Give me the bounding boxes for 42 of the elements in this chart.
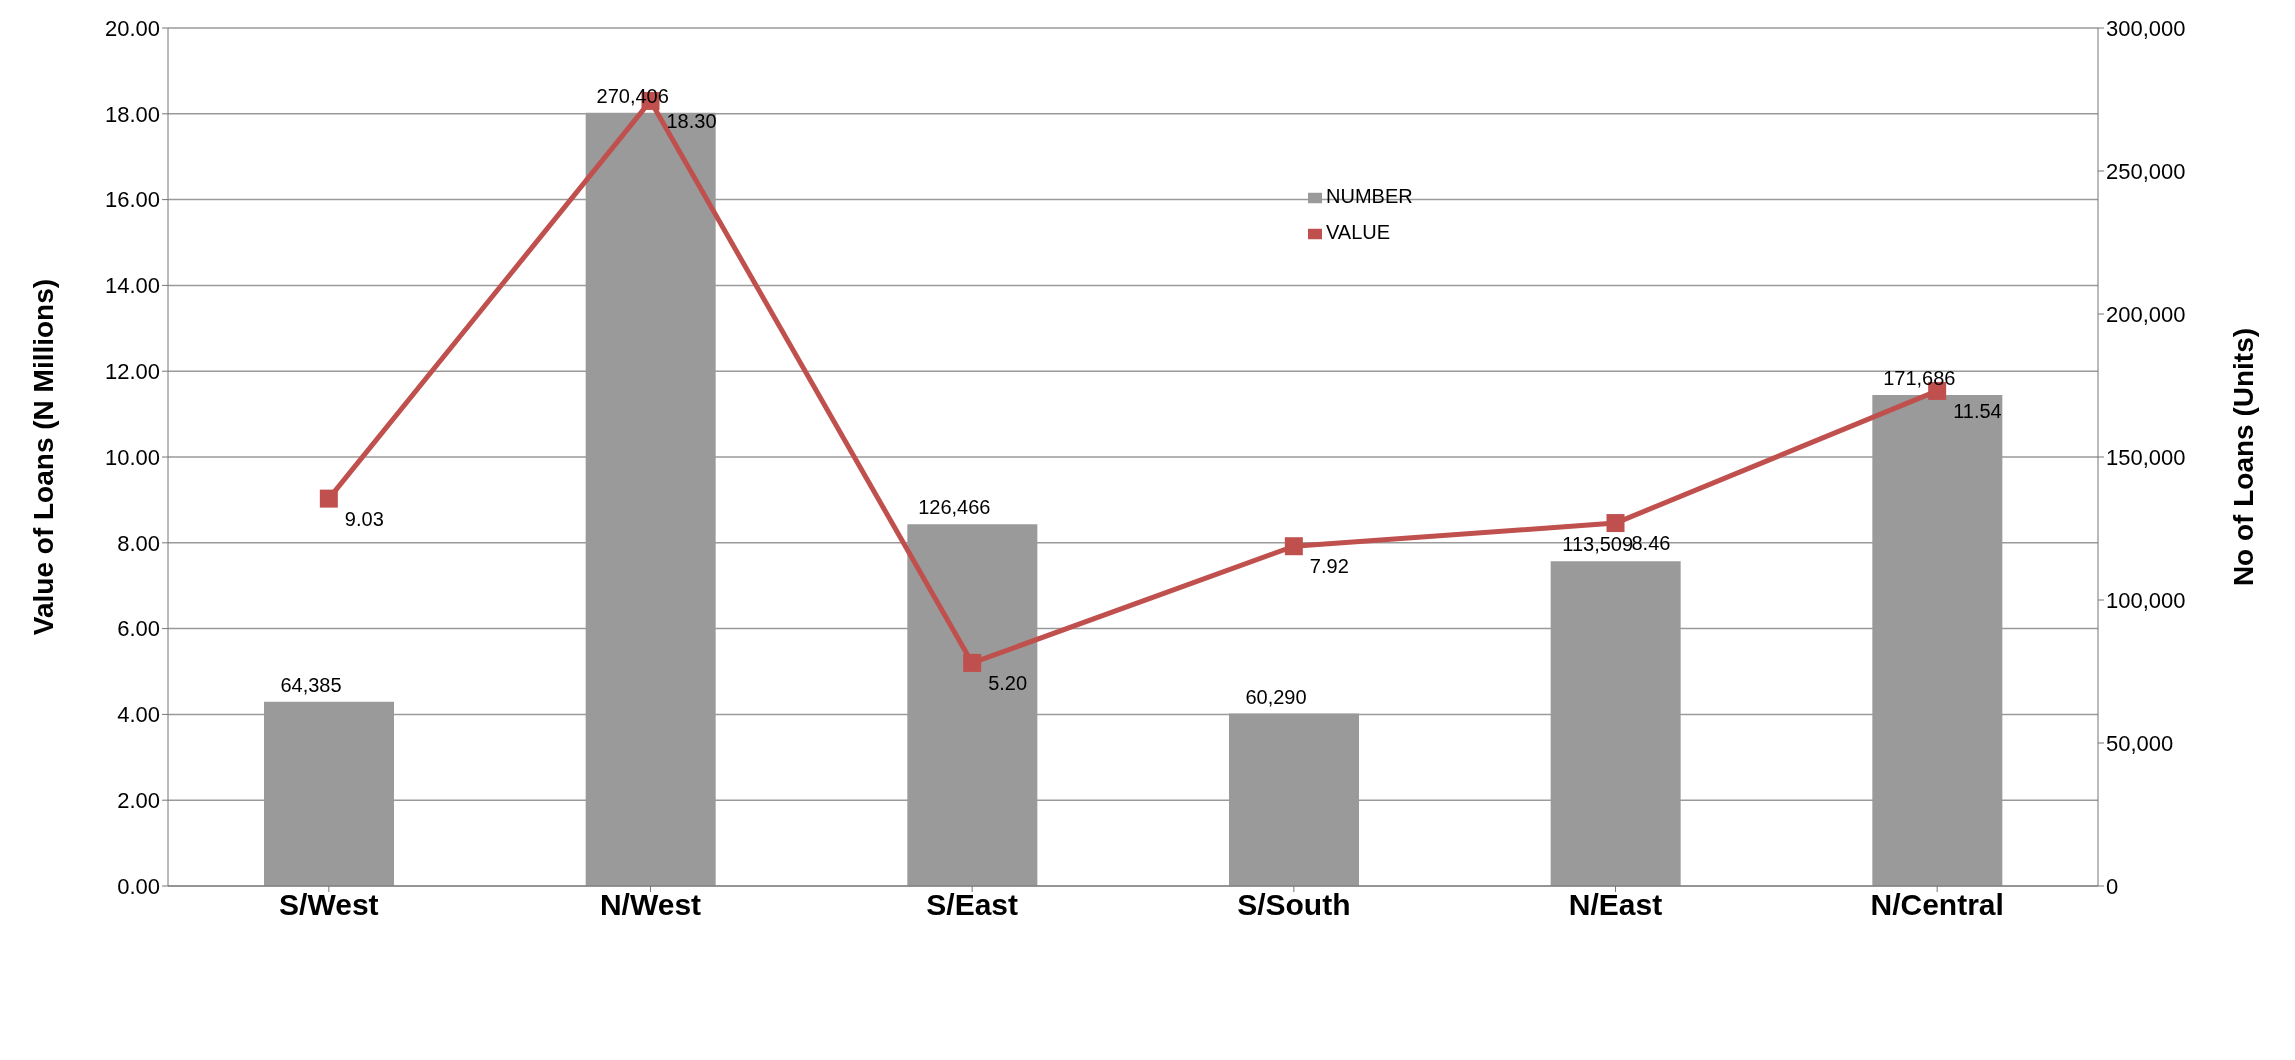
y-tick-label: 8.00 (117, 530, 160, 556)
y-tick-label: 12.00 (104, 359, 160, 385)
y-tick-label: 0.00 (117, 873, 160, 899)
data-label: 126,466 (918, 496, 991, 519)
y-tick-label: 6.00 (117, 616, 160, 642)
data-label: 5.20 (988, 672, 1028, 695)
point (963, 653, 982, 672)
y2-tick-label: 200,000 (2106, 301, 2186, 327)
point (1606, 514, 1625, 533)
data-label: 64,385 (280, 673, 342, 696)
y2-tick-label: 250,000 (2106, 158, 2186, 184)
y2-axis-title: No of Loans (Units) (2227, 327, 2259, 587)
legend-label: VALUE (1326, 221, 1391, 243)
x-tick-label: N/West (599, 888, 702, 922)
data-label: 171,686 (1883, 366, 1956, 389)
point (319, 489, 338, 508)
data-label: 9.03 (344, 507, 384, 530)
y-axis-title: Value of Loans (N Millions) (27, 278, 59, 636)
data-label: 7.92 (1309, 555, 1349, 578)
y2-tick-label: 150,000 (2106, 444, 2186, 470)
y-tick-label: 2.00 (117, 788, 160, 814)
x-tick-label: S/South (1237, 888, 1351, 922)
x-tick-label: N/East (1568, 888, 1663, 922)
y-tick-label: 20.00 (104, 15, 160, 41)
point (1284, 537, 1303, 556)
legend-label: NUMBER (1326, 185, 1413, 207)
y-tick-label: 10.00 (104, 444, 160, 470)
data-label: 11.54 (1953, 400, 2002, 423)
y2-tick-label: 50,000 (2106, 730, 2174, 756)
y-tick-label: 14.00 (104, 273, 160, 299)
x-tick-label: S/West (279, 888, 379, 922)
y-tick-label: 18.00 (104, 101, 160, 127)
data-label: 60,290 (1245, 685, 1307, 708)
data-label: 8.46 (1631, 532, 1671, 555)
y2-tick-label: 0 (2106, 873, 2119, 899)
x-tick-label: S/East (926, 888, 1019, 922)
y2-tick-label: 300,000 (2106, 15, 2186, 41)
x-tick-label: N/Central (1870, 888, 2004, 922)
data-label: 18.30 (666, 110, 717, 133)
y2-tick-label: 100,000 (2106, 587, 2186, 613)
y-tick-label: 4.00 (117, 702, 160, 728)
y-tick-label: 16.00 (104, 187, 160, 213)
